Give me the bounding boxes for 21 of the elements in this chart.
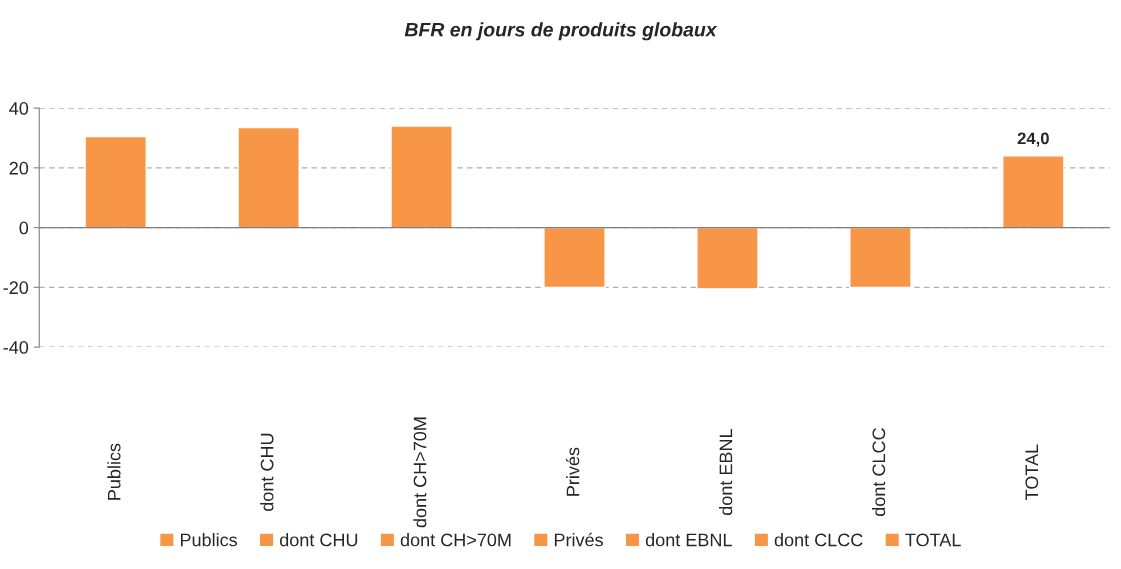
legend-label: dont CHU	[279, 533, 358, 547]
x-tick-label: dont EBNL	[719, 429, 733, 515]
legend-label: Privés	[554, 532, 603, 547]
y-tick-label: -20	[3, 281, 29, 295]
x-tick-label: dont CLCC	[871, 428, 886, 516]
legend-label: dont CLCC	[774, 533, 863, 547]
legend-label: TOTAL	[905, 533, 961, 547]
x-tick-label: TOTAL	[1025, 444, 1039, 500]
y-tick-label: 0	[19, 221, 29, 235]
x-tick-label: Publics	[107, 443, 121, 500]
chart-title: BFR en jours de produits globaux	[404, 22, 718, 41]
legend-label: dont CH>70M	[400, 533, 511, 547]
y-tick-label: 40	[9, 102, 29, 115]
x-tick-label: dont CH>70M	[413, 417, 427, 528]
y-tick-label: -40	[3, 341, 29, 354]
legend-label: Publics	[180, 533, 238, 547]
y-tick-label: 20	[9, 161, 29, 175]
data-label: 24,0	[1017, 132, 1049, 147]
x-tick-label: dont CHU	[260, 433, 274, 511]
legend-label: dont EBNL	[645, 533, 732, 547]
x-tick-label: Privés	[565, 447, 580, 496]
